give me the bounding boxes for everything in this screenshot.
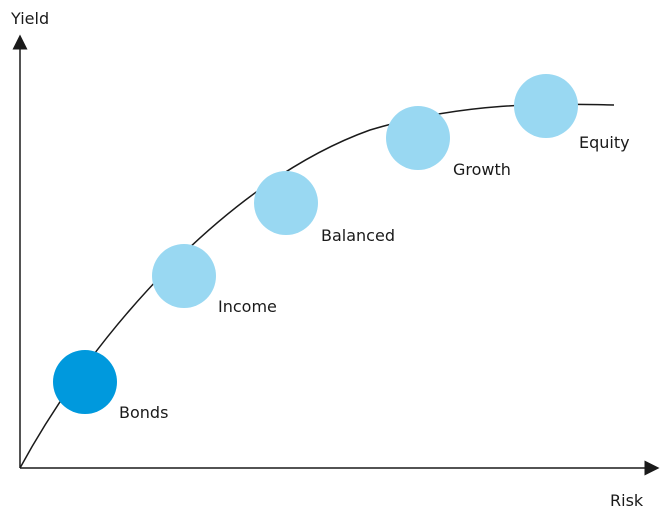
node-income: Income [152, 244, 277, 316]
equity-circle [514, 74, 578, 138]
equity-label: Equity [579, 133, 630, 152]
income-label: Income [218, 297, 277, 316]
balanced-label: Balanced [321, 226, 395, 245]
node-growth: Growth [386, 106, 511, 179]
y-axis-label: Yield [10, 9, 49, 28]
income-circle [152, 244, 216, 308]
bonds-circle [53, 350, 117, 414]
growth-circle [386, 106, 450, 170]
risk-yield-curve [19, 103, 615, 469]
node-balanced: Balanced [254, 171, 395, 245]
x-axis-label: Risk [610, 491, 644, 510]
node-equity: Equity [514, 74, 630, 152]
balanced-circle [254, 171, 318, 235]
bonds-label: Bonds [119, 403, 168, 422]
growth-label: Growth [453, 160, 511, 179]
node-bonds: Bonds [53, 350, 168, 422]
